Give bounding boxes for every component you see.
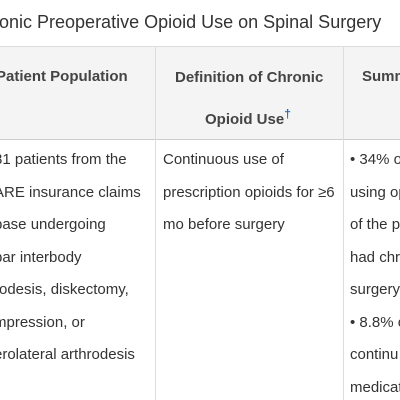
cell-line: surgery xyxy=(350,281,400,298)
cell-line: continu xyxy=(350,346,399,363)
cell-line: had chro xyxy=(350,248,400,266)
header-cell: Summ xyxy=(362,68,400,85)
header-row xyxy=(0,46,400,140)
column-divider xyxy=(343,46,344,400)
header-cell: Definition of Chronic xyxy=(175,69,324,86)
header-cell: Patient Population xyxy=(0,68,128,85)
cell-line: mo before surgery xyxy=(163,216,285,233)
cell-line: Continuous use of xyxy=(163,151,284,168)
cell-line: erolateral arthrodesis xyxy=(0,346,135,363)
cell-line: rodesis, diskectomy, xyxy=(0,281,129,298)
cell-line: prescription opioids for ≥6 xyxy=(163,183,335,201)
cell-line: ARE insurance claims xyxy=(0,183,141,201)
cell-line: of the pr xyxy=(350,216,400,233)
title: onic Preoperative Opioid Use on Spinal S… xyxy=(0,12,382,32)
cell-line: bar interbody xyxy=(0,248,82,266)
cell-line: medicat xyxy=(350,378,400,396)
cell-line: • 34% of xyxy=(350,151,400,168)
header-text: Opioid Use xyxy=(205,111,285,128)
footnote-marker[interactable]: † xyxy=(284,107,291,121)
cell-line: mpression, or xyxy=(0,313,85,331)
column-divider xyxy=(155,46,156,400)
header-cell: Opioid Use† xyxy=(205,104,291,130)
cell-line: using op xyxy=(350,183,400,201)
cell-line: 81 patients from the xyxy=(0,151,127,168)
cell-line: base undergoing xyxy=(0,216,106,233)
cell-line: • 8.8% o xyxy=(350,313,400,331)
